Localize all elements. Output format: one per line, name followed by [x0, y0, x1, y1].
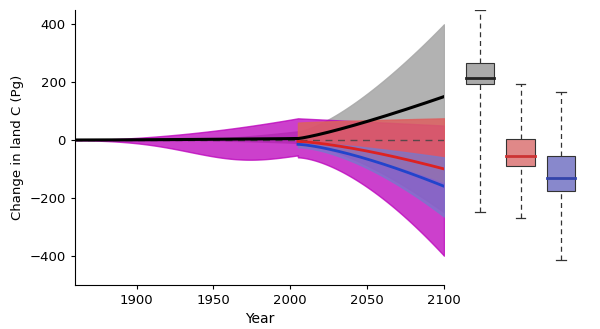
- Bar: [506, 139, 535, 166]
- Y-axis label: Change in land C (Pg): Change in land C (Pg): [11, 75, 24, 220]
- Bar: [547, 156, 575, 190]
- X-axis label: Year: Year: [245, 312, 274, 326]
- Bar: [466, 63, 494, 84]
